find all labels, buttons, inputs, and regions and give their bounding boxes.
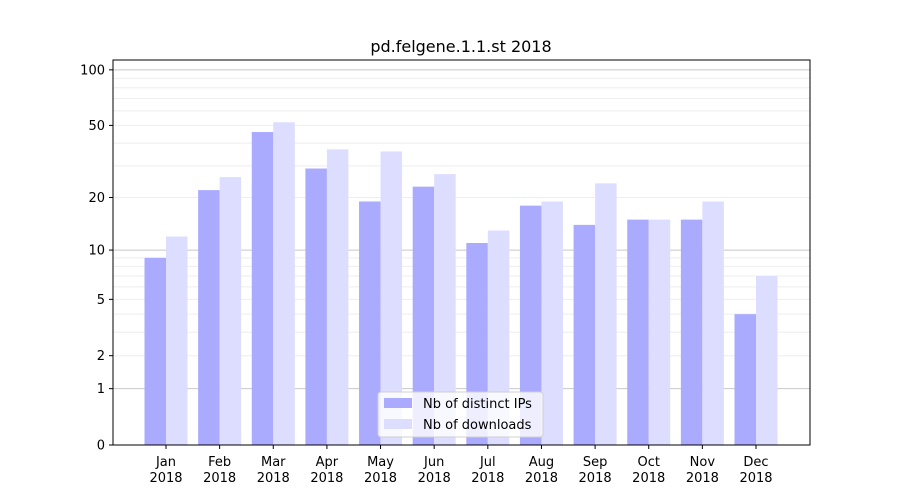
- bar-downloads: [702, 201, 724, 445]
- x-tick-label: Jun 2018: [418, 455, 451, 486]
- legend-box: [377, 391, 544, 438]
- x-tick-label: Feb 2018: [203, 455, 236, 486]
- y-tick-label: 0: [97, 439, 105, 454]
- bar-downloads: [326, 149, 349, 445]
- bar-distinct-ips: [305, 168, 327, 445]
- bar-distinct-ips: [627, 219, 649, 445]
- legend-label: Nb of distinct IPs: [423, 397, 532, 412]
- x-tick-label: Oct 2018: [632, 455, 665, 486]
- legend-swatch: [384, 419, 412, 429]
- bar-downloads: [166, 236, 188, 445]
- x-tick-label: Sep 2018: [579, 455, 612, 486]
- y-tick-label: 1: [97, 382, 105, 397]
- bar-distinct-ips: [144, 257, 166, 445]
- bar-distinct-ips: [359, 201, 381, 445]
- bar-distinct-ips: [198, 190, 220, 445]
- y-tick-label: 50: [88, 119, 105, 134]
- bar-downloads: [273, 122, 295, 445]
- y-tick-label: 10: [88, 244, 105, 259]
- bar-distinct-ips: [573, 224, 596, 445]
- x-tick-label: Dec 2018: [739, 455, 772, 486]
- x-tick-label: Nov 2018: [686, 455, 719, 486]
- legend-label: Nb of downloads: [423, 418, 532, 433]
- x-tick-label: Mar 2018: [257, 455, 290, 486]
- bar-downloads: [219, 177, 242, 445]
- bar-downloads: [487, 230, 510, 445]
- bar-distinct-ips: [680, 219, 703, 445]
- x-tick-label: Jan 2018: [149, 455, 182, 486]
- y-tick-label: 100: [80, 63, 105, 78]
- bar-downloads: [541, 201, 563, 445]
- legend-swatch: [384, 398, 412, 408]
- x-tick-label: May 2018: [364, 455, 397, 486]
- y-tick-label: 2: [97, 349, 105, 364]
- bar-downloads: [595, 183, 617, 445]
- bar-distinct-ips: [251, 132, 274, 445]
- bar-downloads: [756, 275, 778, 445]
- x-tick-label: Apr 2018: [310, 455, 343, 486]
- bar-distinct-ips: [519, 205, 542, 445]
- y-tick-label: 5: [97, 293, 105, 308]
- bar-distinct-ips: [412, 186, 435, 446]
- plot-frame: [112, 59, 811, 446]
- x-tick-label: Aug 2018: [525, 455, 558, 486]
- bar-downloads: [434, 174, 456, 445]
- legend: Nb of distinct IPs Nb of downloads: [377, 391, 544, 438]
- chart-title: pd.felgene.1.1.st 2018: [370, 37, 551, 56]
- x-tick-label: Jul 2018: [471, 455, 504, 486]
- bar-distinct-ips: [734, 314, 756, 445]
- y-tick-label: 20: [88, 191, 105, 206]
- bar-downloads: [380, 151, 403, 446]
- bar-downloads: [648, 219, 671, 445]
